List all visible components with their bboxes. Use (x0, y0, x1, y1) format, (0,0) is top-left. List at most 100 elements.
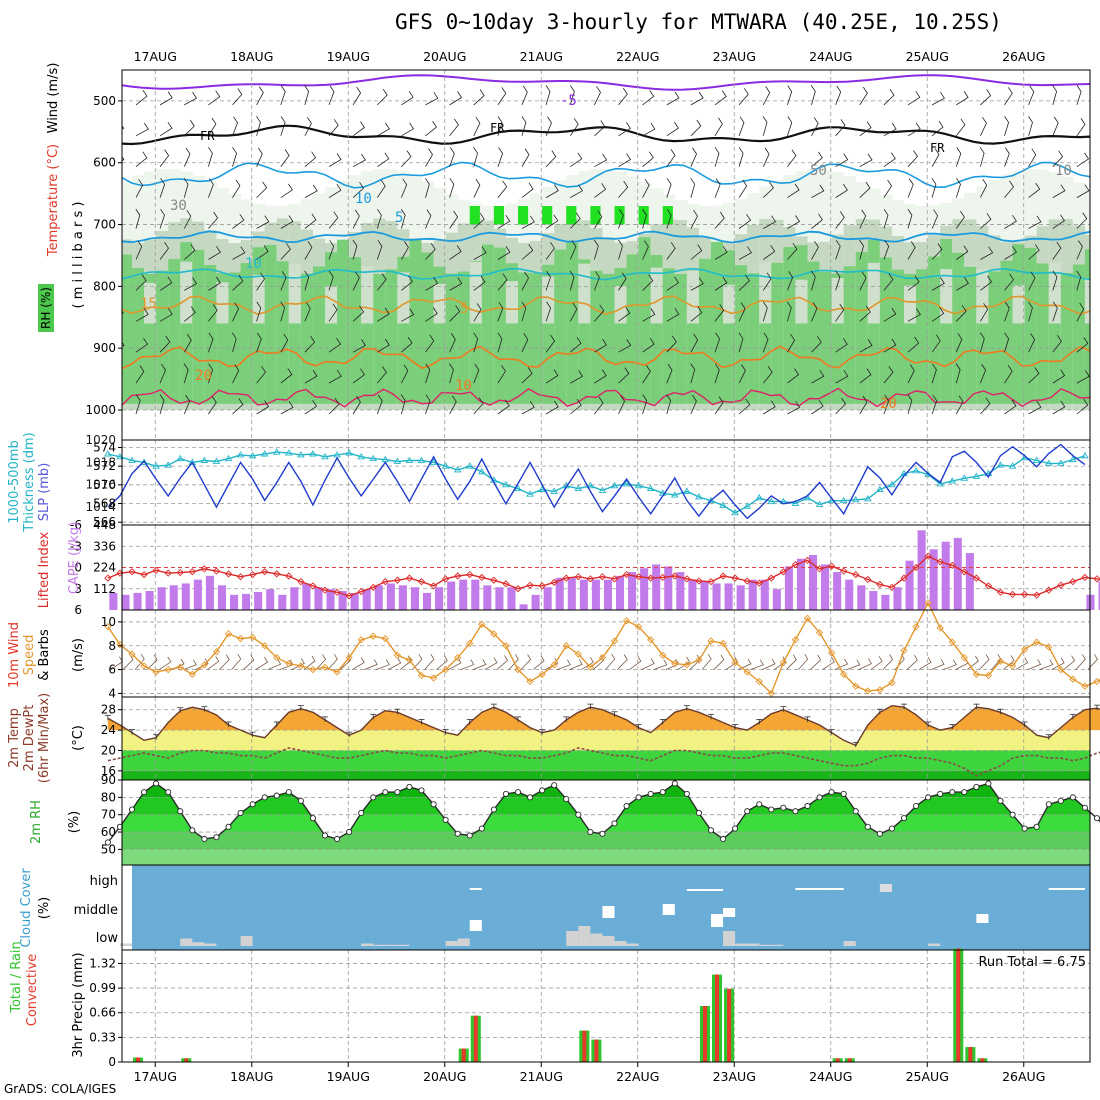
surface-wind-barb (605, 653, 616, 670)
wind-barb (1076, 152, 1090, 168)
surface-wind-barb (376, 659, 390, 670)
lifted-index-line-point (369, 583, 377, 591)
surface-wind-barb (689, 654, 701, 670)
wind-speed-line-point (490, 630, 498, 638)
date-label-bottom: 26AUG (1002, 1069, 1045, 1084)
wind-barb (377, 338, 390, 353)
lifted-index-line-point (417, 578, 426, 586)
low-cloud-bar (204, 943, 217, 946)
wind-barb (594, 396, 604, 415)
wind-barb (955, 210, 965, 229)
wind-barb (183, 147, 191, 167)
wind-speed-line-point (815, 629, 824, 637)
rh-line-point (177, 808, 184, 815)
wind-barb (232, 398, 244, 415)
lifted-index-line-point (140, 570, 148, 579)
thickness-line-point (683, 487, 691, 494)
cape-bar (338, 591, 347, 610)
wind-speed-line-point (212, 648, 221, 656)
rh-line-point (273, 792, 280, 799)
wind-barb (618, 306, 631, 322)
rh-band (240, 263, 254, 404)
middle-cloud-bar (711, 914, 724, 927)
wind-barb (859, 395, 868, 415)
wind-barb (570, 212, 581, 229)
lifted-index-line-point (827, 562, 836, 570)
wind-barb (1004, 147, 1010, 167)
rh-band (855, 251, 869, 404)
wind-speed-line-point (273, 654, 281, 662)
upper-rh-label: RH (%) (39, 287, 53, 329)
cape-bar (652, 564, 661, 610)
wind-speed-line-point (188, 670, 196, 678)
wind-barb (497, 273, 508, 291)
rh-band (711, 241, 724, 404)
cape-bar (447, 581, 456, 610)
wind-barb (425, 307, 438, 322)
wind-barb (787, 401, 801, 415)
wind-barb (690, 147, 697, 167)
cape-bar (555, 577, 564, 610)
convective-precip-bar (968, 1047, 973, 1062)
rh-band (1060, 273, 1074, 404)
wind-barb (521, 244, 534, 260)
wind-barb (184, 119, 195, 137)
wind-barb (183, 394, 191, 415)
wind-speed-line-point (634, 623, 643, 631)
date-label-bottom: 17AUG (134, 1069, 177, 1084)
thickness-line-point (321, 452, 329, 460)
rh-line-point (1033, 823, 1040, 830)
wind-barb (135, 240, 143, 260)
wind-barb (401, 308, 415, 322)
wind-tick: 8 (108, 639, 116, 653)
cape-bar (953, 537, 962, 610)
cape-bar (941, 541, 950, 610)
wind-barb (1052, 270, 1058, 291)
thickness-line-point (478, 467, 486, 475)
wind-speed-line-point (176, 663, 184, 671)
wind-barb (1076, 302, 1085, 322)
wind-speed-line-point (622, 617, 631, 625)
rh-band (445, 273, 459, 404)
cape-bar (278, 594, 287, 610)
low-cloud-bar (180, 938, 193, 946)
rh-line-point (683, 790, 690, 797)
wind-barb (835, 119, 846, 137)
thickness-line-point (851, 495, 860, 503)
rh-band (518, 272, 531, 404)
wind-barb (883, 338, 897, 353)
contour-label: FR (930, 141, 945, 155)
wind-barb (304, 270, 310, 291)
wind-barb (377, 152, 390, 168)
wind-panel-label: Speed (22, 635, 37, 676)
contour-minus5 (122, 74, 1090, 91)
wind-barb (425, 209, 432, 229)
wind-speed-line-point (936, 624, 944, 632)
lifted-index-line-point (912, 563, 920, 572)
wind-barb (280, 149, 290, 167)
surface-wind-barb (629, 655, 642, 670)
wind-barb (232, 88, 243, 106)
rh-line-point (720, 835, 727, 843)
rh-line-point (937, 790, 944, 797)
pressure-tick: 1000 (85, 403, 116, 417)
cape-bar (616, 575, 625, 610)
wind-barb (907, 308, 921, 322)
wind-speed-line-point (1045, 643, 1053, 651)
wind-barb (425, 120, 438, 137)
thickness-line-point (104, 450, 112, 457)
wind-barb (376, 394, 383, 415)
low-cloud-bar (578, 926, 591, 946)
slp-tick: 1018 (85, 455, 116, 469)
lifted-index-line-point (104, 574, 112, 582)
wind-barb (980, 303, 989, 322)
wind-barb (159, 276, 173, 291)
temp-background-upper (107, 697, 1100, 746)
wind-barb (449, 147, 455, 167)
slp-label: SLP (mb) (37, 463, 52, 522)
surface-wind-barb (967, 655, 979, 670)
surface-wind-barb (291, 658, 305, 670)
cape-bar (435, 587, 444, 610)
surface-wind-barb (412, 654, 423, 670)
middle-cloud-bar (469, 920, 482, 931)
